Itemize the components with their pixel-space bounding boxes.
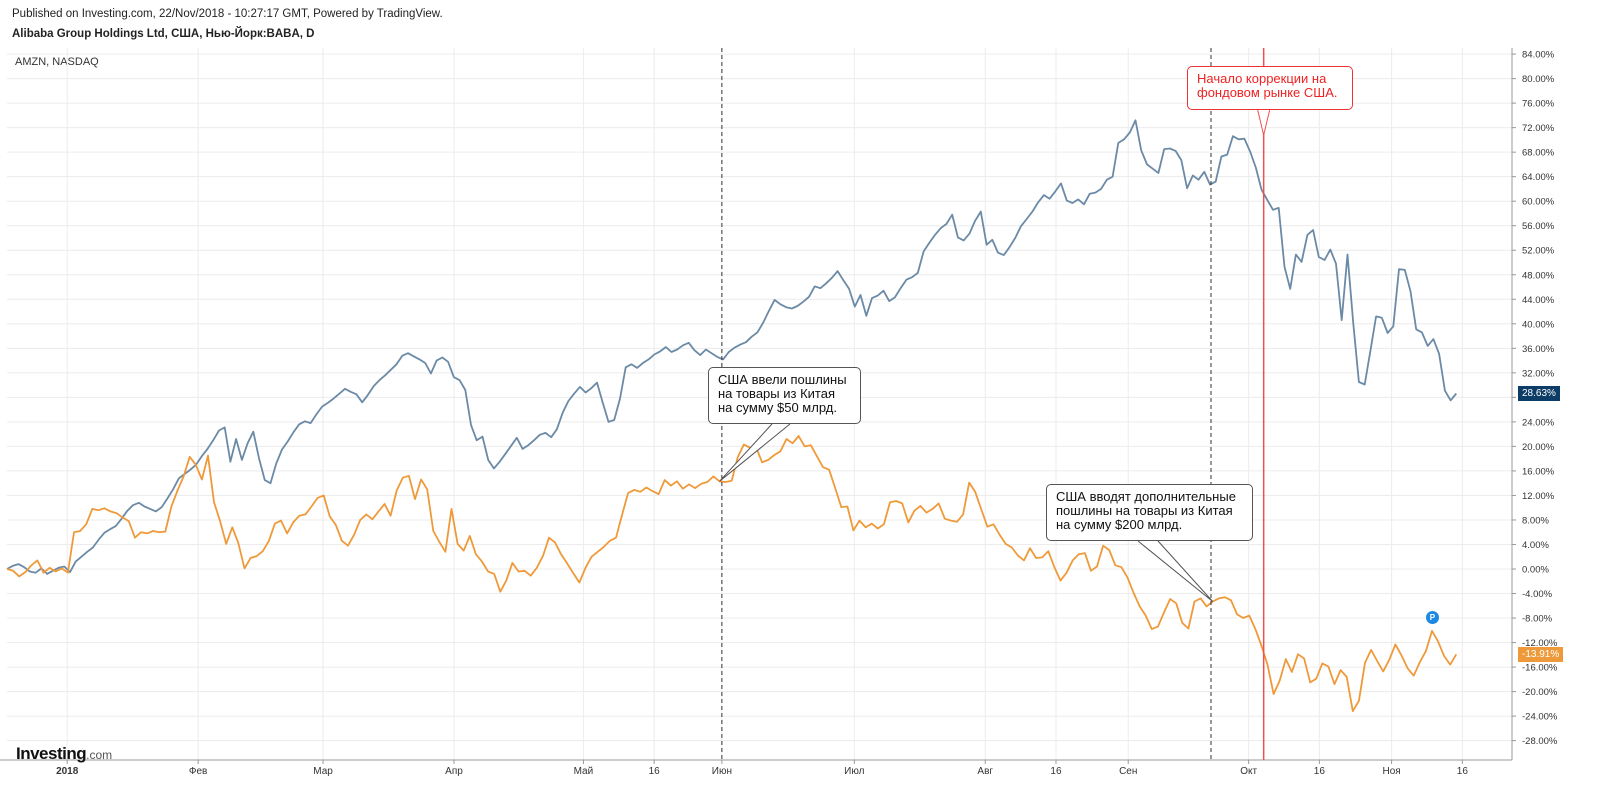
y-tick-label: 32.00% (1522, 368, 1555, 379)
callout-market-correction: Начало коррекции на фондовом рынке США. (1187, 66, 1353, 110)
y-tick-label: -8.00% (1522, 614, 1553, 625)
x-tick-label: Мар (313, 766, 333, 777)
y-tick-label: -28.00% (1522, 736, 1558, 747)
y-tick-label: 4.00% (1522, 540, 1549, 551)
series-line-amzn (6, 435, 1458, 713)
y-tick-label: -20.00% (1522, 687, 1558, 698)
callout-tariffs-200: США вводят дополнительные пошлины на тов… (1046, 484, 1253, 541)
y-tick-label: 16.00% (1522, 466, 1555, 477)
chart-title: Alibaba Group Holdings Ltd, США, Нью-Йор… (12, 28, 315, 40)
callout-tariffs-50: США ввели пошлины на товары из Китая на … (708, 367, 861, 424)
callout-pointer (719, 423, 791, 482)
y-tick-label: 80.00% (1522, 74, 1555, 85)
y-tick-label: 52.00% (1522, 246, 1555, 257)
y-tick-label: 24.00% (1522, 417, 1555, 428)
investing-logo: Investing.com (16, 744, 113, 763)
y-tick-label: 20.00% (1522, 442, 1555, 453)
x-tick-label: Апр (445, 766, 463, 777)
x-tick-label: Ноя (1382, 766, 1400, 777)
y-tick-label: -24.00% (1522, 712, 1558, 723)
x-tick-label: 2018 (56, 766, 79, 777)
y-tick-label: 0.00% (1522, 565, 1549, 576)
x-tick-label: Май (574, 766, 594, 777)
y-tick-label: -4.00% (1522, 589, 1553, 600)
callout-pointer (1137, 540, 1214, 602)
y-tick-label: 12.00% (1522, 491, 1555, 502)
y-tick-label: 8.00% (1522, 515, 1549, 526)
x-tick-label: Июн (712, 766, 732, 777)
y-tick-label: 60.00% (1522, 197, 1555, 208)
y-tick-label: -12.00% (1522, 638, 1558, 649)
y-tick-label: 84.00% (1522, 50, 1555, 61)
y-tick-label: 36.00% (1522, 344, 1555, 355)
compare-symbol: AMZN, NASDAQ (15, 56, 99, 68)
dividend-badge-icon[interactable]: P (1425, 610, 1439, 624)
y-tick-label: -16.00% (1522, 663, 1558, 674)
x-tick-label: 16 (1050, 766, 1062, 777)
x-tick-label: Авг (977, 766, 993, 777)
x-tick-label: 16 (649, 766, 661, 777)
x-tick-label: 16 (1457, 766, 1469, 777)
y-tick-label: 40.00% (1522, 319, 1555, 330)
x-tick-label: Июл (844, 766, 864, 777)
y-tick-label: 56.00% (1522, 221, 1555, 232)
y-tick-label: 44.00% (1522, 295, 1555, 306)
x-tick-label: Фев (189, 766, 207, 777)
y-tick-label: 72.00% (1522, 123, 1555, 134)
x-tick-label: Окт (1240, 766, 1257, 777)
callout-pointer (1257, 109, 1271, 136)
x-tick-label: Сен (1119, 766, 1137, 777)
y-tick-label: 68.00% (1522, 148, 1555, 159)
series-line-baba (6, 119, 1457, 575)
baba-last-value-tag: 28.63% (1518, 386, 1560, 402)
x-tick-label: 16 (1314, 766, 1326, 777)
amzn-last-value-tag: -13.91% (1518, 647, 1564, 663)
y-tick-label: 48.00% (1522, 270, 1555, 281)
y-tick-label: 64.00% (1522, 172, 1555, 183)
published-note: Published on Investing.com, 22/Nov/2018 … (12, 8, 443, 20)
y-tick-label: 76.00% (1522, 99, 1555, 110)
